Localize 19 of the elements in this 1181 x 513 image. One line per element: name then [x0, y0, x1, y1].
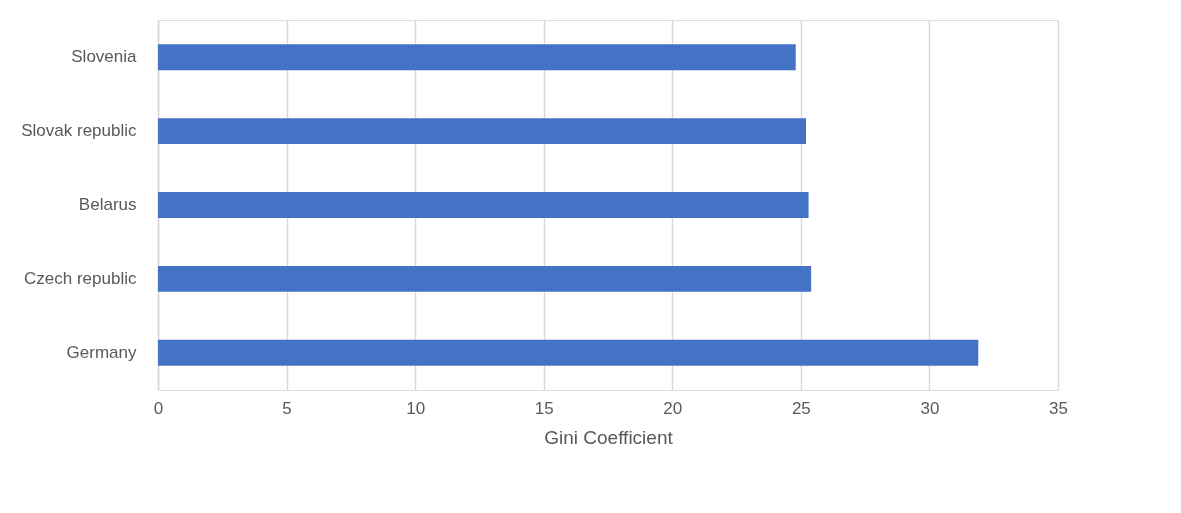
y-tick-label: Slovenia — [71, 47, 138, 67]
bar — [158, 118, 806, 145]
bar — [158, 339, 979, 366]
x-tick-label: 25 — [791, 398, 811, 418]
y-tick-label: Germany — [66, 342, 137, 362]
x-tick-label: 0 — [153, 398, 164, 418]
y-tick-label: Czech republic — [24, 268, 137, 288]
x-tick-label: 20 — [663, 398, 683, 418]
x-tick-label: 10 — [406, 398, 426, 418]
x-tick-label: 30 — [920, 398, 940, 418]
x-axis-title: Gini Coefficient — [544, 426, 674, 448]
x-tick-label: 5 — [282, 398, 292, 418]
x-tick-label: 35 — [1049, 398, 1068, 418]
y-tick-label: Slovak republic — [21, 121, 137, 141]
bar — [158, 265, 812, 292]
bar — [158, 192, 809, 218]
x-tick-label: 15 — [534, 398, 554, 418]
bar — [158, 44, 796, 71]
y-tick-label: Belarus — [78, 195, 137, 214]
